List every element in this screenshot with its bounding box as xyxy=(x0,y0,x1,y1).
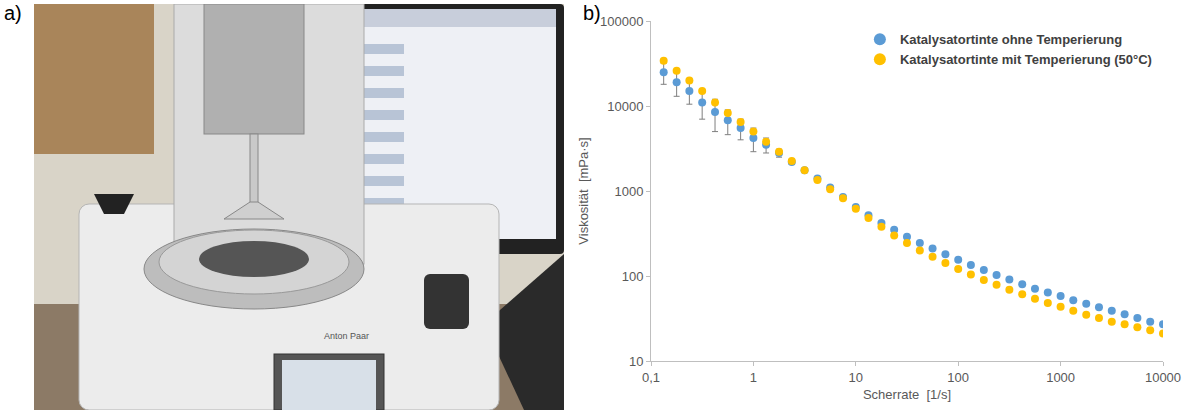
svg-text:10000: 10000 xyxy=(607,99,643,114)
svg-text:100: 100 xyxy=(947,370,969,385)
html-text:a): a) xyxy=(4,2,22,24)
svg-text:Scherrate [1/s]: Scherrate [1/s] xyxy=(863,387,951,402)
html-text:b): b) xyxy=(583,2,601,24)
svg-text:Katalysatortinte mit Temperier: Katalysatortinte mit Temperierung (50°C) xyxy=(900,52,1152,67)
svg-text:10: 10 xyxy=(629,354,643,369)
svg-text:Katalysatortinte ohne Temperie: Katalysatortinte ohne Temperierung xyxy=(900,32,1122,47)
svg-text:Anton Paar: Anton Paar xyxy=(324,331,369,341)
svg-text:100: 100 xyxy=(622,269,644,284)
svg-text:1000: 1000 xyxy=(1046,370,1075,385)
svg-text:0,1: 0,1 xyxy=(642,370,660,385)
svg-text:10: 10 xyxy=(849,370,863,385)
svg-text:100000: 100000 xyxy=(600,14,643,29)
svg-text:1000: 1000 xyxy=(614,184,643,199)
svg-text:Viskosität [mPa·s]: Viskosität [mPa·s] xyxy=(576,137,591,244)
svg-text:1: 1 xyxy=(750,370,757,385)
svg-text:10000: 10000 xyxy=(1145,370,1181,385)
